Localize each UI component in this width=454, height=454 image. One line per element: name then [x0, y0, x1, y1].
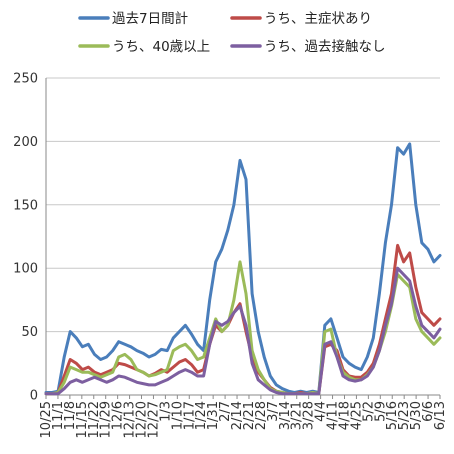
x-tick-label: 5/16: [385, 401, 400, 430]
y-tick-label: 50: [21, 325, 38, 340]
x-tick-label: 11/29: [99, 401, 114, 438]
x-tick-label: 2/7: [218, 401, 233, 422]
y-axis-tick-labels: 0 50 100 150 200 250: [13, 72, 38, 404]
x-tick-label: 11/22: [87, 401, 102, 438]
y-tick-label: 250: [13, 72, 38, 87]
series-line-4: [44, 266, 442, 396]
legend-label: うち、主症状あり: [264, 11, 372, 27]
x-tick-label: 1/3: [158, 401, 173, 422]
legend-label: うち、過去接触なし: [264, 38, 386, 55]
series-line-1: [44, 142, 442, 394]
y-tick-label: 0: [30, 389, 38, 404]
gridlines: [45, 77, 440, 396]
x-tick-label: 2/28: [254, 401, 269, 430]
x-tick-label: 3/14: [278, 401, 293, 430]
x-tick-label: 5/30: [409, 401, 424, 430]
x-tick-label: 11/8: [63, 401, 78, 430]
legend-label: 過去7日間計: [112, 11, 188, 27]
y-tick-label: 200: [13, 135, 38, 150]
x-tick-label: 5/9: [373, 401, 388, 422]
y-tick-label: 100: [13, 262, 38, 277]
x-tick-label: 3/28: [302, 401, 317, 430]
x-tick-label: 4/25: [349, 401, 364, 430]
x-tick-label: 10/25: [39, 401, 54, 438]
x-tick-label: 1/10: [170, 401, 185, 430]
x-tick-label: 4/4: [314, 401, 329, 422]
x-tick-label: 12/27: [146, 401, 161, 438]
x-tick-label: 11/1: [51, 401, 66, 430]
x-tick-label: 12/13: [123, 401, 138, 438]
x-tick-label: 4/18: [337, 401, 352, 430]
x-tick-label: 3/7: [266, 401, 281, 422]
x-tick-label: 6/13: [433, 401, 448, 430]
series-lines: [44, 142, 442, 396]
x-tick-label: 11/15: [75, 401, 90, 438]
x-tick-label: 5/2: [361, 401, 376, 422]
x-tick-label: 4/11: [326, 401, 341, 430]
x-tick-label: 2/14: [230, 401, 245, 430]
x-tick-label: 1/17: [182, 401, 197, 430]
x-tick-label: 12/6: [111, 401, 126, 430]
x-tick-label: 1/31: [206, 401, 221, 430]
y-tick-label: 150: [13, 198, 38, 213]
x-tick-label: 1/24: [194, 401, 209, 430]
x-tick-label: 2/21: [242, 401, 257, 430]
x-axis-tick-labels: 10/2511/111/811/1511/2211/2912/612/1312/…: [39, 395, 448, 438]
x-tick-label: 12/20: [135, 401, 150, 438]
x-tick-label: 6/6: [421, 401, 436, 422]
legend-label: うち、40歳以上: [112, 39, 210, 55]
x-tick-label: 5/23: [397, 401, 412, 430]
x-tick-label: 3/21: [290, 401, 305, 430]
